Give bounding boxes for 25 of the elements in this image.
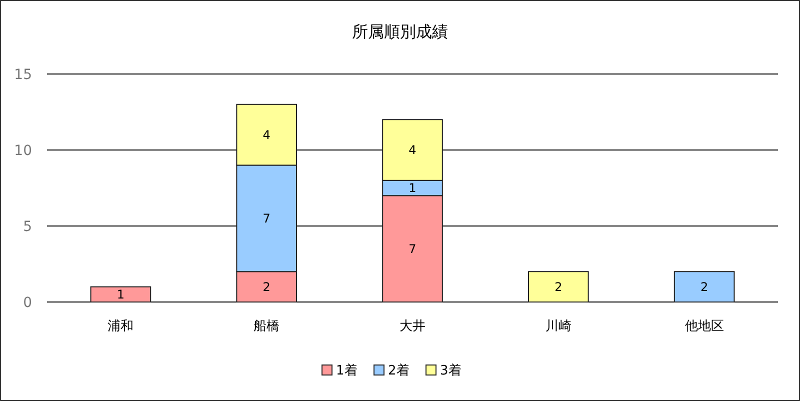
y-tick-label: 15 (14, 66, 32, 83)
chart-title: 所属順別成績 (352, 22, 448, 41)
y-tick-label: 0 (23, 294, 32, 311)
legend-label: 1着 (336, 362, 358, 379)
x-tick-label: 浦和 (108, 319, 134, 334)
bar (528, 271, 589, 302)
legend-label: 3着 (440, 362, 462, 379)
bar (674, 271, 735, 302)
data-label: 7 (408, 242, 416, 256)
bar (90, 286, 152, 302)
data-label: 2 (262, 280, 270, 294)
data-label: 4 (262, 128, 270, 142)
x-tick-label: 川崎 (545, 319, 572, 334)
data-label: 1 (116, 288, 125, 302)
data-label: 1 (408, 181, 416, 196)
y-tick-label: 5 (23, 218, 32, 235)
legend-label: 2着 (388, 362, 410, 379)
data-label: 2 (700, 280, 708, 294)
data-label: 2 (554, 280, 562, 294)
y-tick-label: 10 (14, 142, 32, 159)
x-tick-label: 船橋 (254, 319, 280, 334)
data-label: 7 (262, 212, 270, 226)
x-tick-label: 他地区 (684, 319, 724, 334)
x-tick-label: 大井 (400, 319, 426, 334)
data-label: 4 (408, 143, 416, 158)
